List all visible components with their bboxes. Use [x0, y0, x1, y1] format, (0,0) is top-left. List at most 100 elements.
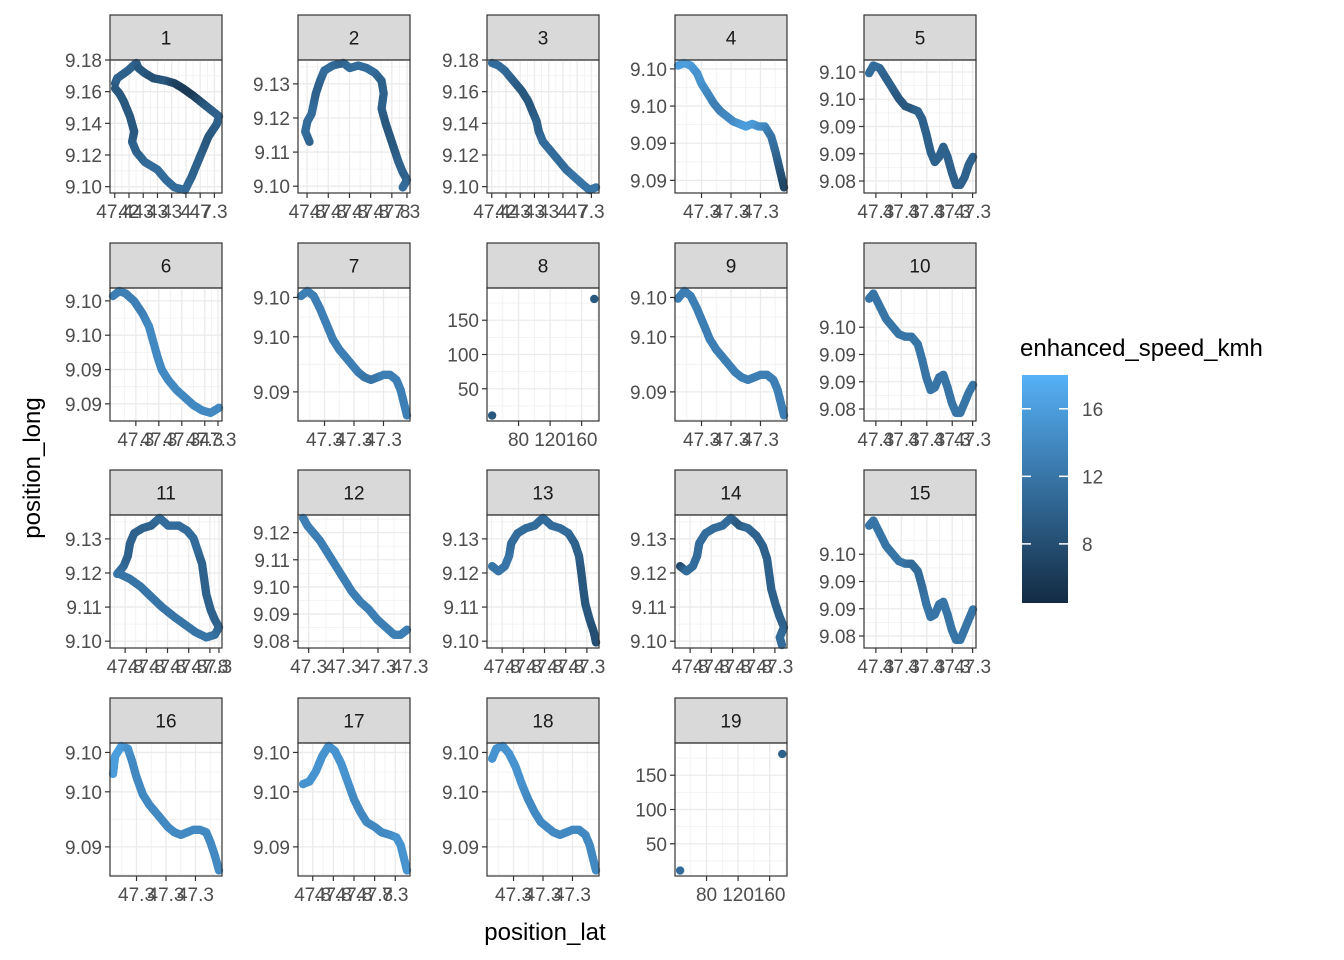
- y-tick-label: 9.09: [819, 118, 856, 139]
- x-tick-label: 47.3: [954, 657, 991, 678]
- y-tick-label: 9.09: [819, 573, 856, 594]
- y-tick-label: 9.09: [253, 605, 290, 626]
- facet-strip: [486, 697, 600, 744]
- x-tick-label: 47.4: [96, 202, 133, 223]
- x-tick-label: 47.8: [289, 202, 326, 223]
- x-tick-label: 47.3: [117, 430, 154, 451]
- y-tick-label: 9.09: [819, 145, 856, 166]
- y-tick-label: 9.11: [254, 143, 290, 164]
- x-tick-label: 47.3: [140, 430, 177, 451]
- axis-ticks: 80 120 160 50 100 150: [635, 766, 785, 906]
- y-tick-label: 9.12: [65, 146, 102, 167]
- y-tick-label: 9.18: [65, 51, 102, 72]
- facet-strip: [109, 242, 223, 289]
- data-points: [110, 58, 224, 195]
- axis-ticks: 47.347.347.39.099.099.109.10: [630, 60, 779, 223]
- y-tick-label: 9.13: [65, 530, 102, 551]
- axis-ticks: 47.347.347.39.099.109.10: [442, 743, 591, 906]
- facet-strip-label: 9: [726, 257, 737, 278]
- facet-strip: [297, 469, 411, 516]
- y-tick-label: 100: [447, 346, 479, 367]
- y-tick-label: 9.10: [253, 743, 290, 764]
- y-tick-label: 50: [646, 835, 667, 856]
- facet-panel-8: 8 80 120 160 50 100 150: [447, 242, 600, 451]
- data-point: [214, 866, 224, 875]
- facet-strip: [674, 242, 788, 289]
- x-tick-label: 47.3: [148, 885, 185, 906]
- data-points: [298, 741, 412, 875]
- facet-strip-label: 17: [343, 712, 364, 733]
- x-tick-label: 47.3: [857, 202, 894, 223]
- y-tick-label: 50: [458, 380, 479, 401]
- y-tick-label: 9.10: [819, 63, 856, 84]
- legend-title: enhanced_speed_kmh: [1020, 335, 1263, 362]
- x-tick-label: 47.3: [934, 430, 971, 451]
- data-point: [115, 569, 124, 579]
- legend-ticks: 16 12 8: [1022, 400, 1103, 556]
- facet-strip-label: 10: [909, 257, 930, 278]
- y-tick-label: 9.09: [630, 171, 667, 192]
- facet-strip: [674, 697, 788, 744]
- y-tick-label: 9.12: [442, 564, 479, 585]
- x-tick-label: 47.3: [934, 657, 971, 678]
- facet-panel-11: 1147.847.847.847.847.87.39.109.119.129.1…: [65, 469, 232, 678]
- y-tick-label: 9.08: [819, 627, 856, 648]
- facet-panel-2: 247.847.847.847.847.87.39.109.119.129.13: [253, 14, 420, 223]
- facet-strip-label: 16: [155, 712, 176, 733]
- x-tick-label: 47.8: [315, 885, 352, 906]
- x-tick-label: 47.3: [365, 430, 402, 451]
- facet-strip-label: 5: [915, 29, 926, 50]
- facet-panel-19: 19 80 120 160 50 100 150: [635, 697, 788, 906]
- axis-ticks: 47.347.347.347.39.089.099.109.119.12: [253, 524, 428, 678]
- x-tick-label: 47.3: [883, 202, 920, 223]
- y-tick-label: 9.10: [253, 328, 290, 349]
- x-tick-label: 47.3: [325, 657, 362, 678]
- y-tick-label: 9.09: [819, 600, 856, 621]
- x-tick-label: 80: [508, 430, 529, 451]
- data-point: [591, 866, 601, 875]
- facet-panel-9: 9 47.347.347.39.099.109.10: [630, 242, 789, 451]
- y-tick-label: 9.09: [65, 838, 102, 859]
- facet-strip-label: 6: [161, 257, 172, 278]
- color-legend: enhanced_speed_kmh 16 12 8: [1020, 335, 1263, 603]
- y-tick-label: 9.10: [65, 178, 102, 199]
- y-tick-label: 9.08: [819, 400, 856, 421]
- facet-strip: [863, 242, 977, 289]
- data-points: [108, 741, 224, 875]
- axis-ticks: 47.347.347.39.099.109.10: [630, 288, 779, 451]
- y-tick-label: 9.16: [65, 83, 102, 104]
- data-points: [864, 61, 978, 190]
- facet-panel-5: 547.347.347.347.347.39.089.099.099.109.1…: [819, 14, 991, 223]
- x-tick-label: 47.3: [908, 430, 945, 451]
- x-tick-label: 80: [696, 885, 717, 906]
- axis-ticks: 47.847.847.847.847.39.109.119.129.13: [630, 530, 793, 678]
- y-tick-label: 9.10: [65, 326, 102, 347]
- y-tick-label: 9.11: [66, 598, 102, 619]
- x-tick-label: 4: [181, 202, 192, 223]
- x-tick-label: 47.3: [756, 657, 793, 678]
- legend-label: 16: [1082, 400, 1103, 421]
- gridlines: [487, 288, 599, 421]
- x-tick-label: 47.3: [199, 430, 236, 451]
- x-tick-label: 47.3: [118, 885, 155, 906]
- data-point: [402, 411, 412, 420]
- y-tick-label: 9.12: [253, 109, 290, 130]
- legend-label: 12: [1082, 467, 1103, 488]
- gridlines: [675, 288, 787, 421]
- y-tick-label: 9.10: [253, 578, 290, 599]
- y-tick-label: 9.12: [630, 564, 667, 585]
- y-tick-label: 9.09: [819, 373, 856, 394]
- data-point: [778, 749, 787, 759]
- y-tick-label: 100: [635, 801, 667, 822]
- data-points: [673, 58, 789, 192]
- panel-border: [297, 59, 411, 194]
- y-tick-label: 9.09: [630, 383, 667, 404]
- x-tick-label: 47.3: [683, 202, 720, 223]
- y-tick-label: 9.10: [819, 545, 856, 566]
- facet-panel-7: 747.347.347.39.099.109.10: [253, 242, 412, 451]
- axis-ticks: 80 120 160 50 100 150: [447, 311, 597, 451]
